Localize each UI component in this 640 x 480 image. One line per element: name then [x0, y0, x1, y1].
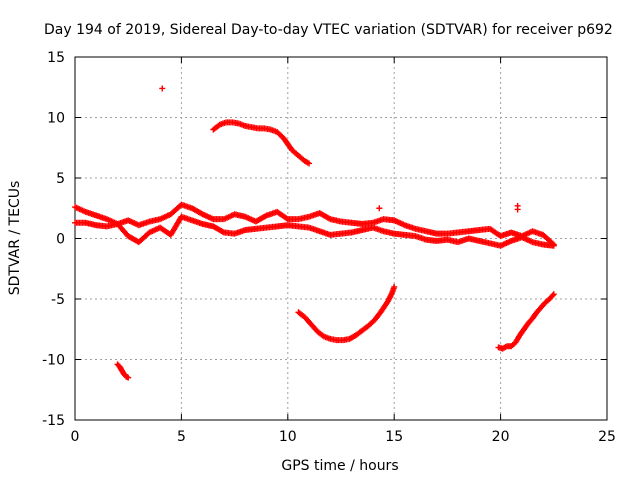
y-axis-label: SDTVAR / TECUs [7, 181, 23, 296]
series-arc-negative-late [495, 291, 557, 352]
x-axis-label: GPS time / hours [281, 458, 398, 474]
series-outliers [159, 85, 521, 213]
series-band-upper [72, 201, 557, 248]
data-point [550, 242, 557, 249]
y-tick-label: -5 [51, 292, 65, 308]
series-arc-negative-mid [295, 283, 398, 344]
x-tick-label: 15 [385, 429, 403, 445]
y-tick-label: -15 [42, 413, 65, 429]
y-tick-label: 0 [56, 232, 65, 248]
y-tick-label: 10 [47, 111, 65, 127]
y-tick-label: 15 [47, 50, 65, 66]
data-point [159, 85, 166, 92]
data-points [72, 85, 557, 381]
data-point [549, 292, 556, 299]
series-band-lower [72, 213, 557, 249]
x-tick-label: 5 [177, 429, 186, 445]
data-point [391, 283, 398, 290]
y-tick-label: 5 [56, 171, 65, 187]
data-point [514, 206, 521, 213]
series-arc-positive [210, 119, 313, 167]
x-tick-label: 20 [492, 429, 510, 445]
series-segment-early [114, 361, 132, 381]
chart-title: Day 194 of 2019, Sidereal Day-to-day VTE… [44, 22, 613, 38]
data-point [306, 160, 313, 167]
axis-ticks [74, 56, 608, 421]
tick-labels: 0 5 10 15 20 25 -15 -10 -5 0 5 10 15 [42, 50, 616, 445]
x-tick-label: 0 [71, 429, 80, 445]
data-point [550, 291, 557, 298]
x-tick-label: 10 [279, 429, 297, 445]
y-tick-label: -10 [42, 353, 65, 369]
x-tick-label: 25 [598, 429, 616, 445]
data-point [125, 374, 132, 381]
data-point [376, 205, 383, 212]
